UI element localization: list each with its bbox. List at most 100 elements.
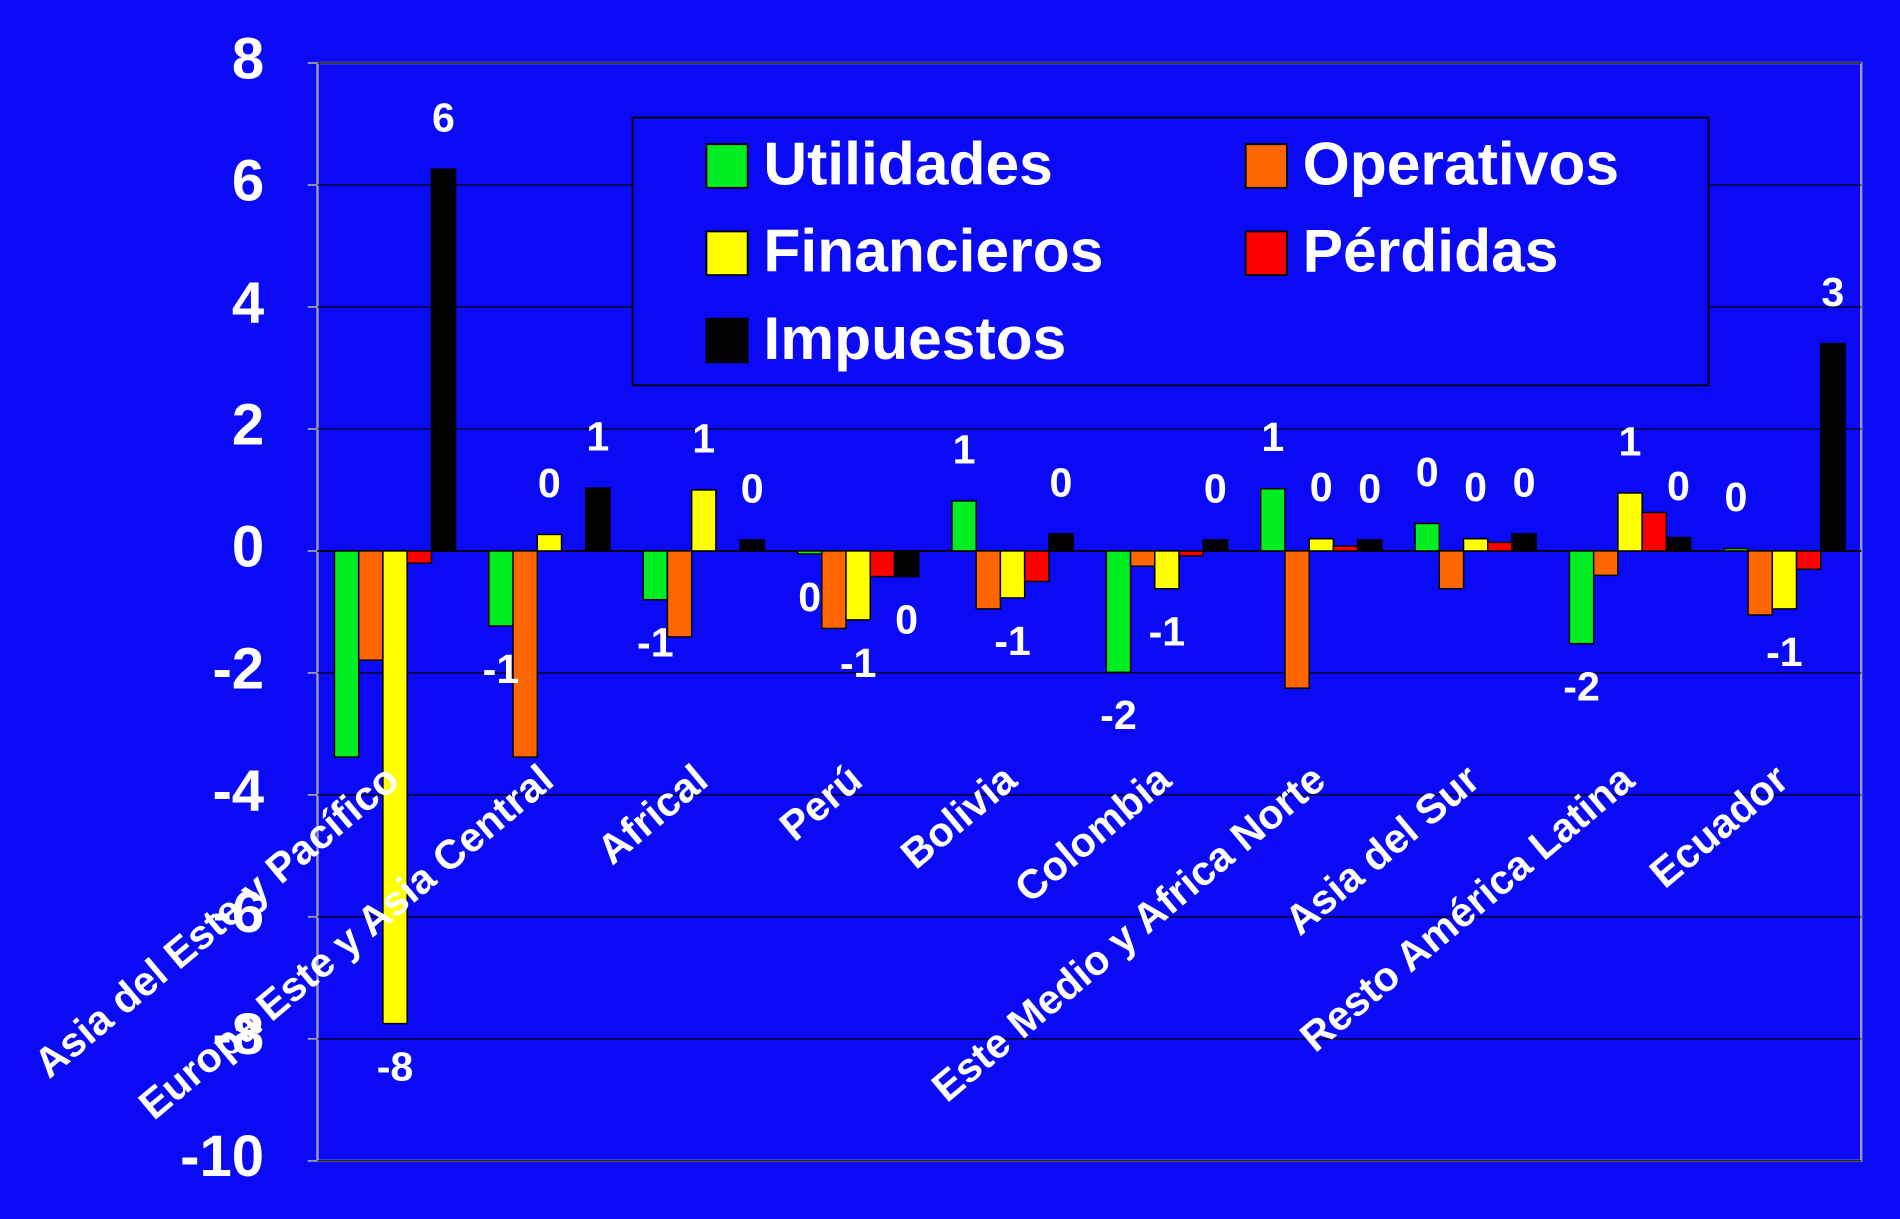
data-label: 0 xyxy=(1310,464,1333,510)
bar xyxy=(642,550,669,601)
data-label: -1 xyxy=(1149,609,1186,655)
bar xyxy=(536,533,563,552)
bar xyxy=(1048,533,1074,552)
bar xyxy=(999,550,1026,599)
data-label: 3 xyxy=(1821,269,1844,315)
data-label: -1 xyxy=(840,640,877,686)
bar xyxy=(1568,550,1595,645)
bar xyxy=(1438,550,1465,590)
bar xyxy=(1723,547,1749,552)
data-label: 0 xyxy=(1464,464,1487,510)
legend-swatch xyxy=(1244,143,1288,189)
bar xyxy=(1356,539,1383,552)
bar xyxy=(951,500,977,552)
bar xyxy=(739,539,766,552)
bar xyxy=(430,168,457,552)
y-tick-label: -6 xyxy=(212,880,264,945)
y-tick-label: 6 xyxy=(232,148,264,213)
bar xyxy=(1308,538,1335,552)
y-tick-label: 0 xyxy=(232,514,264,579)
data-label: 0 xyxy=(798,574,821,620)
data-label: 1 xyxy=(586,414,609,460)
legend-swatch xyxy=(705,143,749,189)
data-label: 1 xyxy=(1261,414,1284,460)
data-label: -1 xyxy=(1766,629,1803,675)
legend-swatch xyxy=(705,317,749,364)
data-label: 6 xyxy=(432,95,455,141)
data-label: 1 xyxy=(953,426,976,472)
bar xyxy=(1462,538,1489,552)
bar xyxy=(796,550,823,555)
data-label: -1 xyxy=(637,620,674,666)
bar xyxy=(333,550,360,758)
y-tick-label: -10 xyxy=(180,1124,264,1189)
data-label: -2 xyxy=(1100,692,1137,738)
bar xyxy=(1592,550,1619,577)
bar xyxy=(1154,550,1180,590)
data-label: 1 xyxy=(1619,418,1642,464)
bar xyxy=(1487,541,1513,552)
data-label: -1 xyxy=(994,618,1031,664)
bar xyxy=(1641,511,1668,552)
bar xyxy=(585,487,611,552)
legend-label: Operativos xyxy=(1303,129,1619,197)
bar xyxy=(512,550,539,758)
bar xyxy=(406,550,433,564)
y-tick-label: 8 xyxy=(232,26,264,91)
bar xyxy=(357,550,384,661)
data-label: -2 xyxy=(1563,664,1600,710)
data-label: 0 xyxy=(1667,463,1690,509)
data-label: 0 xyxy=(538,460,561,506)
bar xyxy=(1665,536,1692,552)
bar xyxy=(821,550,847,630)
bar xyxy=(1259,487,1286,552)
data-label: 0 xyxy=(1358,465,1381,511)
bar xyxy=(845,550,871,621)
y-tick-label: -8 xyxy=(212,1002,264,1067)
y-tick-label: 4 xyxy=(232,270,265,335)
data-label: 0 xyxy=(1513,459,1536,505)
legend xyxy=(631,116,1710,387)
bar xyxy=(975,550,1002,610)
bar xyxy=(1511,533,1537,552)
bar xyxy=(488,550,514,627)
bar xyxy=(1023,550,1050,583)
data-label: 0 xyxy=(1204,465,1227,511)
data-label: 1 xyxy=(692,415,715,461)
data-label: -8 xyxy=(377,1044,414,1090)
bar xyxy=(869,550,896,578)
legend-label: Financieros xyxy=(763,217,1103,285)
legend-swatch xyxy=(705,230,749,276)
bar xyxy=(1747,550,1774,616)
data-label: 0 xyxy=(1416,449,1439,495)
legend-label: Utilidades xyxy=(763,129,1053,197)
y-tick-label: -2 xyxy=(212,636,264,701)
bar xyxy=(1820,342,1846,552)
y-tick-label: -4 xyxy=(212,758,264,823)
bar xyxy=(1284,550,1310,689)
legend-swatch xyxy=(1244,230,1288,276)
bar xyxy=(893,550,920,578)
data-label: -1 xyxy=(483,646,520,692)
y-tick-label: 2 xyxy=(232,392,264,457)
bar xyxy=(1771,550,1798,610)
legend-entries: Utilidades Operativos Financieros Pérdidas I… xyxy=(705,129,1619,372)
bar xyxy=(690,489,717,552)
bar xyxy=(1202,539,1229,552)
bar xyxy=(666,550,693,638)
legend-label: Pérdidas xyxy=(1303,217,1559,285)
bar xyxy=(1795,550,1822,570)
data-label: 0 xyxy=(895,596,918,642)
data-label: 0 xyxy=(1050,459,1073,505)
bar xyxy=(1178,550,1204,557)
bars xyxy=(333,168,1846,1025)
legend-label: Impuestos xyxy=(763,304,1066,372)
bar xyxy=(1332,545,1359,552)
bar xyxy=(1129,550,1156,567)
bar xyxy=(382,550,408,1025)
bar xyxy=(1105,550,1132,674)
bar xyxy=(1617,492,1643,552)
bar xyxy=(1414,522,1441,552)
